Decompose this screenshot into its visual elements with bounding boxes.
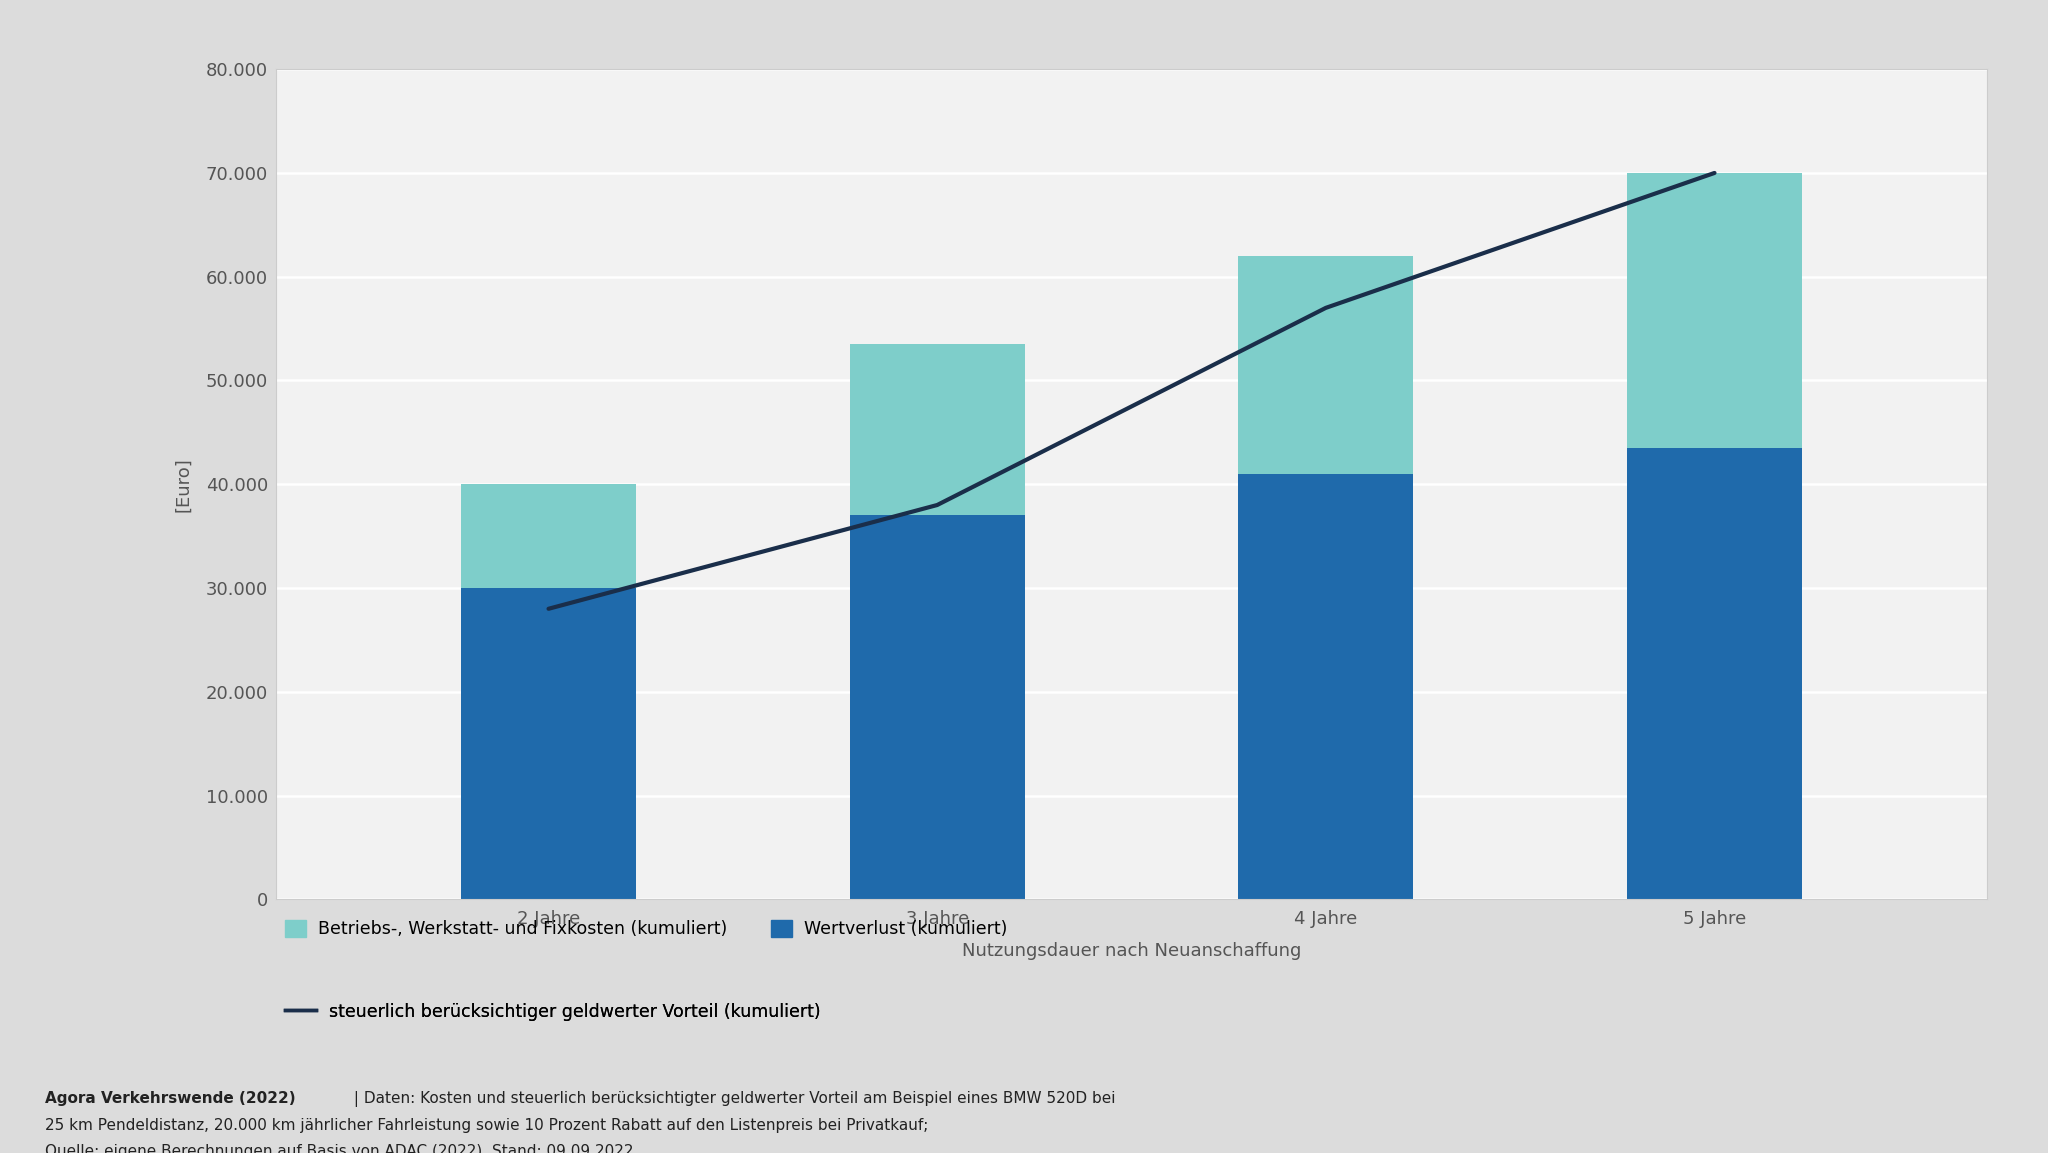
Bar <box>461 588 637 899</box>
X-axis label: Nutzungsdauer nach Neuanschaffung: Nutzungsdauer nach Neuanschaffung <box>963 942 1300 960</box>
Bar <box>1626 173 1802 447</box>
Bar <box>1239 256 1413 474</box>
Bar <box>850 515 1024 899</box>
Bar <box>1239 474 1413 899</box>
Bar <box>850 344 1024 515</box>
Text: Agora Verkehrswende (2022): Agora Verkehrswende (2022) <box>45 1091 295 1106</box>
Text: 25 km Pendeldistanz, 20.000 km jährlicher Fahrleistung sowie 10 Prozent Rabatt a: 25 km Pendeldistanz, 20.000 km jährliche… <box>45 1118 928 1133</box>
Legend: steuerlich berücksichtiger geldwerter Vorteil (kumuliert): steuerlich berücksichtiger geldwerter Vo… <box>285 1003 819 1022</box>
Bar <box>461 484 637 588</box>
Y-axis label: [Euro]: [Euro] <box>174 457 193 512</box>
Bar <box>1626 447 1802 899</box>
Text: | Daten: Kosten und steuerlich berücksichtigter geldwerter Vorteil am Beispiel e: | Daten: Kosten und steuerlich berücksic… <box>348 1091 1114 1107</box>
Text: Quelle: eigene Berechnungen auf Basis von ADAC (2022), Stand: 09.09.2022: Quelle: eigene Berechnungen auf Basis vo… <box>45 1144 633 1153</box>
